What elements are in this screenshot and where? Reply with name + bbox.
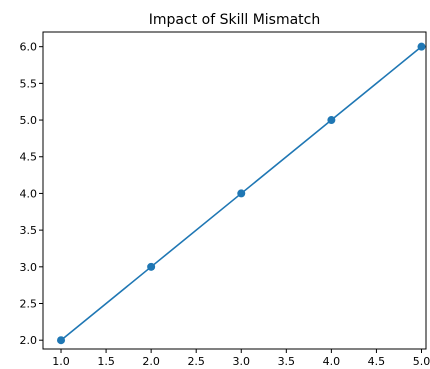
chart-title: Impact of Skill Mismatch (149, 12, 320, 28)
data-point (417, 42, 426, 51)
x-tick-label: 1.0 (52, 355, 70, 368)
x-tick-label: 3.0 (233, 355, 251, 368)
y-tick-label: 4.0 (20, 187, 38, 200)
y-tick-label: 5.0 (20, 114, 38, 127)
data-point (147, 262, 156, 271)
plot-area-frame (42, 31, 427, 350)
y-tick-label: 4.5 (20, 151, 38, 164)
x-tick-label: 4.0 (323, 355, 341, 368)
y-tick-label: 5.5 (20, 77, 38, 90)
y-tick-label: 3.0 (20, 261, 38, 274)
y-tick-label: 2.0 (20, 334, 38, 347)
x-tick-label: 1.5 (97, 355, 115, 368)
data-point (57, 336, 66, 345)
x-tick-label: 4.5 (368, 355, 386, 368)
y-tick-label: 2.5 (20, 298, 38, 311)
y-tick-label: 6.0 (20, 41, 38, 54)
series-layer (57, 42, 426, 345)
data-point (327, 116, 336, 125)
x-tick-label: 2.0 (142, 355, 160, 368)
x-tick-label: 5.0 (413, 355, 430, 368)
y-tick-label: 3.5 (20, 224, 38, 237)
x-axis: 1.0 1.5 2.0 2.5 3.0 3.5 4.0 4.5 5.0 (52, 349, 430, 368)
x-tick-label: 3.5 (278, 355, 296, 368)
data-point (237, 189, 246, 198)
x-tick-label: 2.5 (187, 355, 205, 368)
y-axis: 2.0 2.5 3.0 3.5 4.0 4.5 5.0 5.5 6.0 (20, 41, 43, 347)
